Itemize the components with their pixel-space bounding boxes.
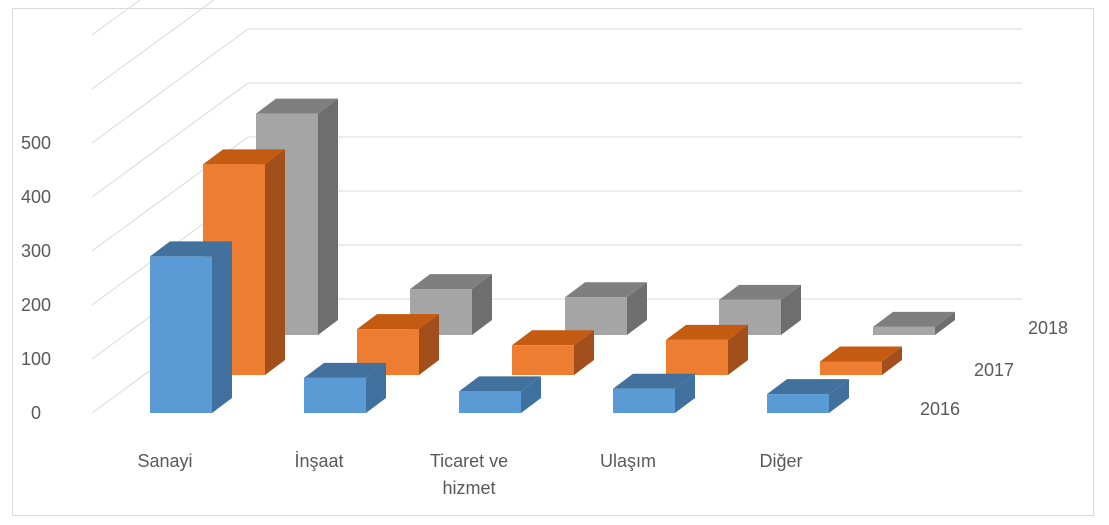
category-label: Ticaret ve	[430, 451, 508, 471]
gridline-side	[91, 82, 249, 198]
bar-top	[873, 311, 955, 327]
bar-top	[150, 241, 232, 257]
bar-top	[719, 284, 801, 300]
bar-top	[512, 330, 594, 346]
bar	[613, 388, 675, 413]
bar-top	[256, 98, 338, 114]
gridline-side	[91, 28, 249, 144]
gridline-side	[91, 0, 215, 90]
bar-top	[565, 282, 647, 298]
bar-side	[212, 241, 232, 413]
y-tick-label: 400	[21, 187, 51, 207]
category-label: hizmet	[442, 478, 495, 498]
category-label: Ulaşım	[600, 451, 656, 471]
bar	[150, 256, 212, 413]
bar	[459, 391, 521, 413]
bar-side	[781, 284, 801, 335]
bar-side	[675, 373, 695, 413]
bar	[767, 394, 829, 413]
bar-top	[410, 274, 492, 290]
y-tick-label: 0	[31, 403, 41, 423]
series-label: 2017	[974, 360, 1014, 380]
bar-top	[459, 376, 541, 392]
category-label: Sanayi	[137, 451, 192, 471]
bar	[873, 326, 935, 335]
y-tick-label: 200	[21, 295, 51, 315]
bar-side	[265, 149, 285, 375]
bar-side	[472, 274, 492, 335]
bar-side	[419, 314, 439, 375]
bar-side	[882, 346, 902, 375]
bar	[304, 377, 366, 413]
bar	[565, 297, 627, 335]
y-tick-label: 300	[21, 241, 51, 261]
bar-side	[728, 324, 748, 375]
bar-side	[627, 282, 647, 335]
bar-side	[829, 379, 849, 413]
bar-top	[666, 324, 748, 340]
gridline-side	[91, 0, 141, 36]
series-label: 2016	[920, 399, 960, 419]
series-label: 2018	[1028, 318, 1068, 338]
bar-top	[203, 149, 285, 165]
bar-side	[574, 330, 594, 375]
bar-top	[613, 373, 695, 389]
bar-side	[935, 311, 955, 335]
y-tick-label: 500	[21, 133, 51, 153]
y-tick-label: 100	[21, 349, 51, 369]
bar-top	[820, 346, 902, 362]
bar-side	[521, 376, 541, 413]
bar	[512, 345, 574, 375]
category-label: İnşaat	[294, 451, 343, 471]
bar-top	[304, 362, 386, 378]
category-label: Diğer	[759, 451, 802, 471]
bar-top	[357, 314, 439, 330]
bar	[666, 339, 728, 375]
bar	[820, 361, 882, 375]
bar-side	[366, 362, 386, 413]
bar-side	[318, 98, 338, 335]
bar-top	[767, 379, 849, 395]
